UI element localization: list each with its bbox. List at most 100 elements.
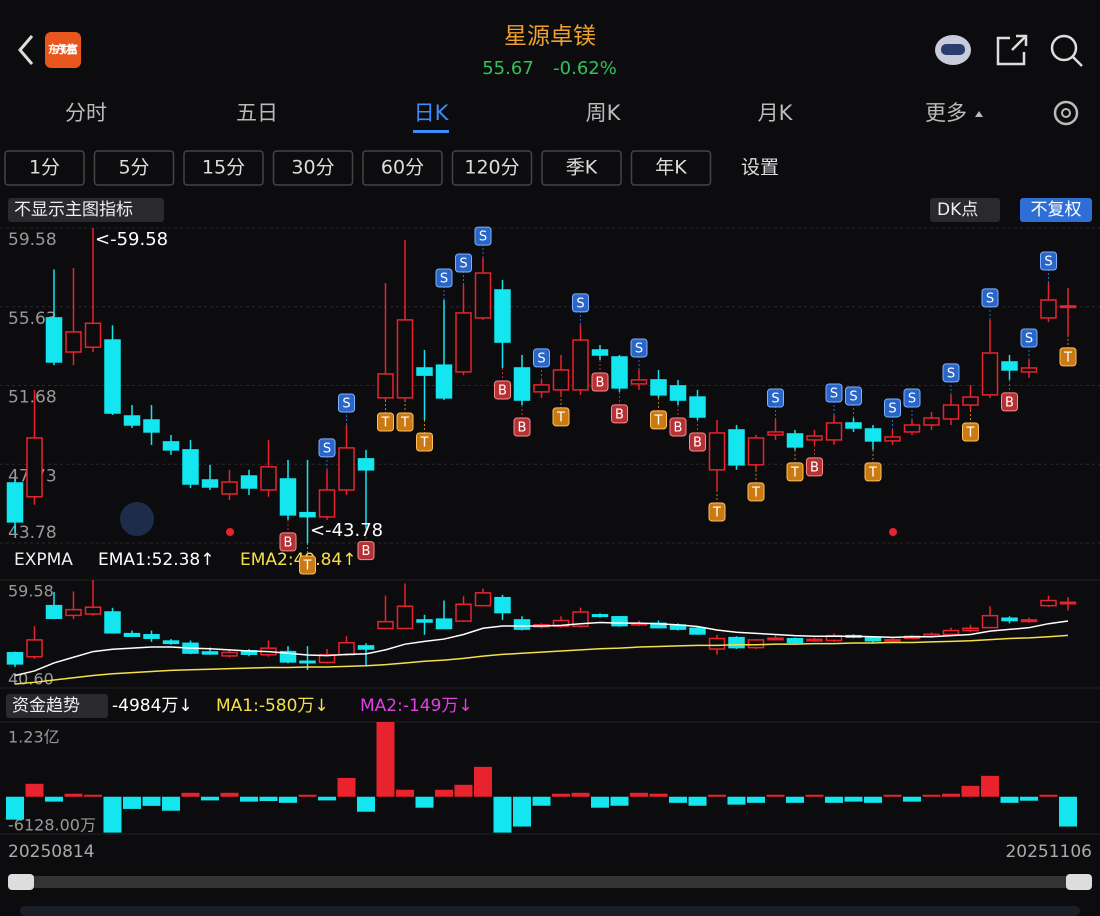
candle-body: [747, 437, 765, 466]
period-button[interactable]: [183, 150, 264, 186]
candle-body: [630, 379, 648, 385]
period-label[interactable]: 季K: [566, 157, 598, 179]
signal-badge: [903, 388, 921, 408]
candle-body: [435, 618, 453, 630]
fund-bar: [396, 789, 414, 797]
signal-badge: [396, 412, 414, 432]
signal-badge: [533, 348, 550, 368]
share-icon[interactable]: [996, 34, 1028, 66]
signal-label: S: [830, 387, 838, 402]
candle-body: [981, 352, 999, 396]
signal-label: B: [693, 435, 702, 450]
robot-icon[interactable]: [935, 35, 971, 65]
tab[interactable]: 分时: [65, 101, 107, 125]
candle-body: [104, 611, 121, 634]
settings-icon[interactable]: [1053, 100, 1079, 126]
candle-body: [708, 637, 726, 650]
period-label[interactable]: 60分: [381, 157, 424, 179]
tab[interactable]: 周K: [586, 101, 622, 125]
period-button[interactable]: [451, 150, 533, 186]
candle-body: [260, 466, 277, 491]
fund-bar: [1059, 796, 1077, 827]
candle-body: [357, 645, 375, 650]
search-icon[interactable]: [1050, 34, 1083, 67]
ema-line: [14, 620, 1069, 677]
adjust-button[interactable]: [1020, 198, 1092, 222]
period-label[interactable]: 1分: [29, 157, 60, 179]
fund-button[interactable]: [6, 694, 108, 718]
period-label[interactable]: 年K: [655, 157, 687, 179]
zoom-button[interactable]: [120, 502, 154, 536]
signal-badge: [962, 422, 979, 442]
period-button[interactable]: [4, 150, 85, 186]
signal-badge: [435, 268, 453, 288]
signal-badge: [942, 363, 960, 383]
candle-body: [981, 614, 999, 629]
y-tick-label: 43.78: [8, 523, 57, 543]
scroll-handle[interactable]: [8, 874, 34, 890]
candle-body: [1040, 599, 1057, 607]
candle-body: [903, 424, 921, 433]
candle-body: [201, 479, 219, 488]
fund-bar: [337, 777, 356, 797]
candle-body: [338, 447, 355, 491]
signal-label: S: [908, 391, 916, 406]
fund-bar: [454, 784, 473, 797]
candle-body: [377, 373, 394, 399]
candle-body: [611, 616, 628, 627]
candle-body: [1020, 367, 1038, 373]
signal-badge: [669, 417, 687, 437]
dk-button[interactable]: [930, 198, 1000, 222]
fund-bar: [318, 796, 336, 801]
period-button[interactable]: [541, 150, 622, 186]
fund-bar: [298, 794, 317, 797]
candle-body: [884, 436, 901, 442]
tab[interactable]: 月K: [758, 101, 794, 125]
y-tick-label: 59.58: [8, 582, 54, 601]
candle-body: [65, 608, 82, 617]
tab[interactable]: 五日: [236, 101, 278, 125]
signal-label: T: [751, 485, 760, 500]
scrollbar[interactable]: [8, 876, 1092, 888]
candle-body: [747, 639, 765, 649]
period-button[interactable]: [272, 150, 354, 186]
fund-bar: [181, 792, 200, 797]
period-label[interactable]: 30分: [291, 157, 334, 179]
period-button[interactable]: [630, 150, 712, 186]
tab[interactable]: 更多: [925, 101, 967, 125]
signal-badge: [689, 432, 706, 452]
indicator-button[interactable]: [8, 198, 164, 222]
candle-body: [123, 415, 141, 426]
signal-label: T: [712, 505, 721, 520]
signal-label: T: [400, 416, 409, 431]
scroll-handle[interactable]: [1066, 874, 1092, 890]
fund-bar: [84, 794, 102, 797]
back-button[interactable]: [18, 35, 34, 65]
fund-bar: [903, 796, 921, 802]
signal-label: T: [790, 465, 799, 480]
signal-label: T: [381, 416, 390, 431]
fund-name: 资金趋势: [12, 696, 80, 716]
candle-body: [552, 369, 570, 391]
ema-line: [14, 634, 1069, 685]
period-label[interactable]: 设置: [741, 157, 779, 179]
candle-body: [455, 603, 472, 622]
candle-body: [825, 422, 843, 441]
period-label[interactable]: 120分: [464, 157, 519, 179]
candle-body: [299, 660, 316, 664]
candle-body: [455, 312, 472, 373]
signal-badge: [845, 386, 862, 406]
signal-badge: [864, 462, 882, 482]
signal-label: S: [1044, 255, 1052, 270]
period-button[interactable]: [362, 150, 443, 186]
period-label[interactable]: 5分: [118, 157, 149, 179]
period-button[interactable]: [93, 150, 175, 186]
signal-label: S: [849, 389, 857, 404]
tab-underline: [413, 130, 449, 133]
indicator-text: 不显示主图指标: [14, 200, 133, 220]
signal-label: S: [635, 341, 643, 356]
candle-body: [318, 489, 336, 518]
period-label[interactable]: 15分: [202, 157, 245, 179]
tab[interactable]: 日K: [414, 101, 450, 125]
signal-label: T: [868, 465, 877, 480]
